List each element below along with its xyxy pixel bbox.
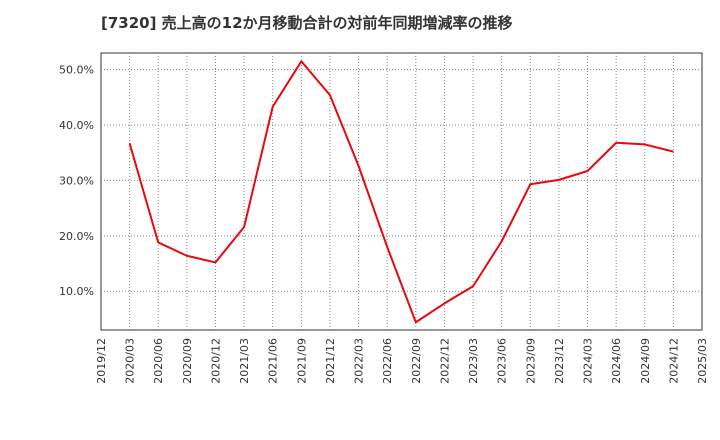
x-axis: 2019/12 2020/03 2020/06 2020/09 2020/12 2021/… [95, 338, 709, 384]
y-tick-label: 30.0% [59, 174, 94, 187]
x-tick-label: 2021/03 [238, 338, 251, 384]
x-tick-label: 2024/12 [667, 338, 680, 384]
x-tick-label: 2021/06 [267, 338, 280, 384]
x-tick-label: 2024/09 [639, 338, 652, 384]
series-layer [128, 60, 674, 324]
x-tick-label: 2025/03 [696, 338, 709, 384]
x-tick-label: 2022/12 [438, 338, 451, 384]
y-tick-label: 40.0% [59, 119, 94, 132]
y-tick-label: 20.0% [59, 230, 94, 243]
x-tick-label: 2019/12 [95, 338, 108, 384]
x-tick-label: 2020/06 [152, 338, 165, 384]
y-axis: 10.0% 20.0% 30.0% 40.0% 50.0% [59, 64, 94, 299]
x-tick-label: 2021/09 [295, 338, 308, 384]
x-tick-label: 2024/03 [582, 338, 595, 384]
x-tick-label: 2020/03 [124, 338, 137, 384]
x-tick-label: 2020/09 [181, 338, 194, 384]
x-tick-label: 2023/09 [524, 338, 537, 384]
series-line [128, 60, 674, 324]
chart-title: [7320] 売上高の12か月移動合計の対前年同期増減率の推移 [101, 14, 513, 32]
x-tick-label: 2024/06 [610, 338, 623, 384]
x-tick-label: 2022/09 [410, 338, 423, 384]
x-tick-label: 2023/03 [467, 338, 480, 384]
x-tick-label: 2020/12 [209, 338, 222, 384]
x-tick-label: 2022/06 [381, 338, 394, 384]
x-tick-label: 2023/12 [553, 338, 566, 384]
x-tick-label: 2021/12 [324, 338, 337, 384]
x-tick-label: 2023/06 [496, 338, 509, 384]
plot-area [100, 52, 703, 331]
grid [101, 53, 702, 330]
x-tick-label: 2022/03 [353, 338, 366, 384]
y-tick-label: 10.0% [59, 285, 94, 298]
y-tick-label: 50.0% [59, 64, 94, 77]
